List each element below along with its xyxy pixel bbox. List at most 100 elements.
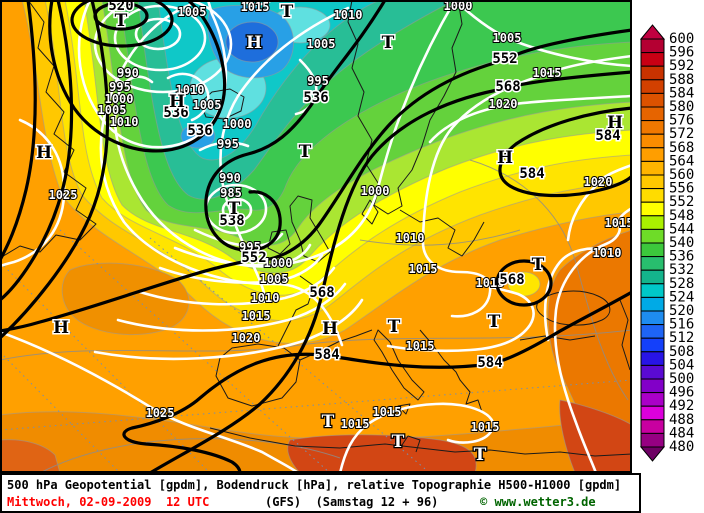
low-center-symbol: T: [392, 432, 405, 452]
weather-chart-page: 1005101510101000100510051015102099099510…: [0, 0, 704, 513]
isobar-label: 1015: [409, 262, 438, 276]
isobar-label: 1010: [334, 8, 363, 22]
geopotential-label: 584: [314, 347, 339, 363]
isobar-label: 1020: [489, 97, 518, 111]
isobar-label: 1010: [593, 246, 622, 260]
geopotential-label: 552: [241, 250, 266, 266]
isobar-label: 1015: [471, 420, 500, 434]
geopotential-label: 536: [187, 123, 212, 139]
colorbar-cell: [641, 175, 664, 189]
low-center-symbol: T: [532, 255, 545, 275]
isobar-label: 1025: [49, 188, 78, 202]
isobar-label: 995: [217, 137, 239, 151]
isobar-label: 1000: [264, 256, 293, 270]
map-canvas: 1005101510101000100510051015102099099510…: [0, 0, 632, 473]
colorbar-arrow-bottom: [641, 447, 664, 461]
colorbar-cell: [641, 406, 664, 420]
isobar-label: 1015: [406, 339, 435, 353]
weather-map: 1005101510101000100510051015102099099510…: [0, 0, 632, 473]
low-center-symbol: T: [322, 412, 335, 432]
low-center-symbol: T: [115, 11, 128, 31]
colorbar-cell: [641, 297, 664, 311]
isobar-label: 1020: [232, 331, 261, 345]
caption-title: 500 hPa Geopotential [gpdm], Bodendruck …: [7, 478, 621, 492]
low-center-symbol: T: [281, 2, 294, 22]
high-center-symbol: H: [36, 143, 52, 163]
colorbar-cell: [641, 270, 664, 284]
geopotential-label: 536: [303, 90, 328, 106]
isobar-label: 995: [307, 74, 329, 88]
colorbar-cell: [641, 433, 664, 447]
isobar-label: 1005: [178, 5, 207, 19]
geopotential-label: 552: [492, 51, 517, 67]
colorbar-cell: [641, 311, 664, 325]
high-center-symbol: H: [497, 148, 513, 168]
colorbar-cell: [641, 134, 664, 148]
low-center-symbol: T: [388, 317, 401, 337]
isobar-label: 1000: [361, 184, 390, 198]
isobar-label: 1015: [241, 0, 270, 14]
isobar-label: 990: [219, 171, 241, 185]
caption-model-info: (GFS) (Samstag 12 + 96): [265, 495, 438, 509]
colorbar-cell: [641, 39, 664, 53]
isobar-label: 1015: [533, 66, 562, 80]
colorbar-arrow-top: [641, 25, 664, 39]
geopotential-label: 568: [499, 272, 524, 288]
geopotential-label: 568: [309, 285, 334, 301]
colorbar-tick-label: 480: [669, 439, 694, 455]
isobar-label: 1005: [307, 37, 336, 51]
low-center-symbol: T: [488, 312, 501, 332]
colorbar-cell: [641, 379, 664, 393]
isobar-label: 1020: [584, 175, 613, 189]
isobar-label: 1015: [242, 309, 271, 323]
colorbar-cell: [641, 229, 664, 243]
geopotential-label: 584: [519, 166, 544, 182]
high-center-symbol: H: [53, 318, 69, 338]
geopotential-label: 568: [495, 79, 520, 95]
colorbar-cell: [641, 189, 664, 203]
isobar-label: 1000: [223, 117, 252, 131]
colorbar-cell: [641, 107, 664, 121]
colorbar-cell: [641, 420, 664, 434]
isobar-label: 1005: [493, 31, 522, 45]
colorbar-cell: [641, 66, 664, 80]
colorbar-cell: [641, 257, 664, 271]
colorbar: 6005965925885845805765725685645605565525…: [632, 0, 704, 473]
colorbar-cell: [641, 365, 664, 379]
caption-copyright: © www.wetter3.de: [480, 495, 596, 509]
low-center-symbol: T: [228, 199, 241, 219]
colorbar-cell: [641, 148, 664, 162]
isobar-label: 1015: [605, 216, 632, 230]
colorbar-cell: [641, 202, 664, 216]
colorbar-cell: [641, 284, 664, 298]
high-center-symbol: H: [169, 92, 185, 112]
caption-run-date: Mittwoch, 02-09-2009 12 UTC: [7, 495, 209, 509]
colorbar-cell: [641, 161, 664, 175]
isobar-label: 985: [220, 186, 242, 200]
colorbar-cell: [641, 338, 664, 352]
isobar-label: 1025: [146, 406, 175, 420]
isobar-label: 1010: [396, 231, 425, 245]
colorbar-cell: [641, 216, 664, 230]
high-center-symbol: H: [246, 33, 262, 53]
isobar-label: 1010: [251, 291, 280, 305]
isobar-label: 1015: [373, 405, 402, 419]
low-center-symbol: T: [474, 445, 487, 465]
colorbar-cell: [641, 243, 664, 257]
colorbar-cell: [641, 93, 664, 107]
colorbar-cell: [641, 53, 664, 67]
colorbar-cell: [641, 352, 664, 366]
colorbar-cell: [641, 393, 664, 407]
isobar-label: 1005: [260, 272, 289, 286]
colorbar-panel: 6005965925885845805765725685645605565525…: [632, 0, 704, 473]
low-center-symbol: T: [382, 33, 395, 53]
colorbar-cell: [641, 325, 664, 339]
isobar-label: 1015: [341, 417, 370, 431]
colorbar-cell: [641, 80, 664, 94]
isobar-label: 1010: [110, 115, 139, 129]
caption-box: 500 hPa Geopotential [gpdm], Bodendruck …: [0, 473, 641, 513]
geopotential-label: 584: [477, 355, 502, 371]
low-center-symbol: T: [299, 142, 312, 162]
isobar-label: 990: [117, 66, 139, 80]
isobar-label: 1005: [193, 98, 222, 112]
